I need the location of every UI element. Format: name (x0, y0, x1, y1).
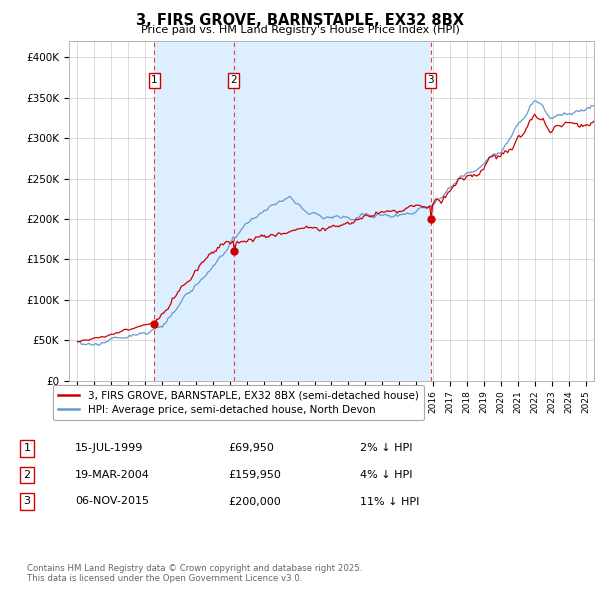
Text: 15-JUL-1999: 15-JUL-1999 (75, 444, 143, 453)
Bar (233, 41, 431, 381)
Text: 2: 2 (230, 76, 237, 86)
Text: 4% ↓ HPI: 4% ↓ HPI (360, 470, 413, 480)
Text: Price paid vs. HM Land Registry's House Price Index (HPI): Price paid vs. HM Land Registry's House … (140, 25, 460, 35)
Text: Contains HM Land Registry data © Crown copyright and database right 2025.
This d: Contains HM Land Registry data © Crown c… (27, 563, 362, 583)
Text: 3, FIRS GROVE, BARNSTAPLE, EX32 8BX: 3, FIRS GROVE, BARNSTAPLE, EX32 8BX (136, 13, 464, 28)
Bar (154, 41, 233, 381)
Text: £159,950: £159,950 (228, 470, 281, 480)
Text: 3: 3 (23, 497, 31, 506)
Text: £69,950: £69,950 (228, 444, 274, 453)
Text: 06-NOV-2015: 06-NOV-2015 (75, 497, 149, 506)
Text: 11% ↓ HPI: 11% ↓ HPI (360, 497, 419, 506)
Text: 19-MAR-2004: 19-MAR-2004 (75, 470, 150, 480)
Text: £200,000: £200,000 (228, 497, 281, 506)
Text: 3: 3 (427, 76, 434, 86)
Text: 1: 1 (23, 444, 31, 453)
Text: 2: 2 (23, 470, 31, 480)
Text: 1: 1 (151, 76, 158, 86)
Legend: 3, FIRS GROVE, BARNSTAPLE, EX32 8BX (semi-detached house), HPI: Average price, s: 3, FIRS GROVE, BARNSTAPLE, EX32 8BX (sem… (53, 385, 424, 420)
Text: 2% ↓ HPI: 2% ↓ HPI (360, 444, 413, 453)
